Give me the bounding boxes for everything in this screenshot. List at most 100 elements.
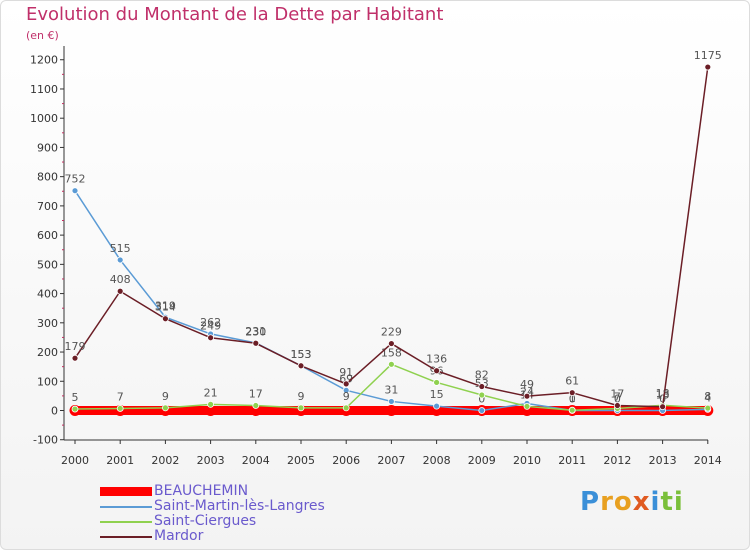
proxiti-logo: Proxiti bbox=[580, 487, 684, 517]
data-point bbox=[387, 360, 395, 368]
data-label: 18 bbox=[656, 387, 670, 400]
y-tick-label: 1200 bbox=[30, 54, 58, 67]
x-tick-label: 2012 bbox=[603, 454, 631, 467]
data-label: 158 bbox=[381, 346, 402, 359]
x-tick-label: 2014 bbox=[694, 454, 722, 467]
data-label: 231 bbox=[245, 325, 266, 338]
data-point bbox=[205, 405, 217, 416]
y-tick-label: 800 bbox=[37, 171, 58, 184]
data-label: 7 bbox=[614, 390, 621, 403]
data-point bbox=[250, 405, 262, 416]
x-tick-label: 2011 bbox=[558, 454, 586, 467]
data-label: 230 bbox=[245, 325, 266, 338]
y-tick-label: 300 bbox=[37, 317, 58, 330]
data-point bbox=[71, 187, 79, 195]
data-label: 249 bbox=[200, 320, 221, 333]
data-point bbox=[161, 315, 169, 323]
data-point bbox=[342, 404, 350, 412]
data-point bbox=[252, 402, 260, 409]
data-point bbox=[342, 380, 350, 388]
data-label: 61 bbox=[565, 375, 579, 388]
data-label: 7 bbox=[117, 390, 124, 403]
logo-letter: i bbox=[650, 487, 661, 517]
x-tick-label: 2004 bbox=[242, 454, 270, 467]
data-label: 17 bbox=[249, 388, 263, 401]
legend-item-beauchemin[interactable]: BEAUCHEMIN bbox=[100, 484, 325, 499]
y-tick-label: 100 bbox=[37, 375, 58, 388]
data-point bbox=[387, 398, 395, 405]
data-label: 82 bbox=[475, 369, 489, 382]
legend-swatch-saint-martin bbox=[100, 505, 152, 508]
data-label: 0 bbox=[614, 393, 621, 406]
data-point bbox=[387, 340, 395, 347]
legend-item-saint-martin[interactable]: Saint-Martin-lès-Langres bbox=[100, 499, 325, 514]
x-tick-label: 2010 bbox=[513, 454, 541, 467]
y-tick-label: 200 bbox=[37, 346, 58, 359]
data-point bbox=[116, 287, 124, 295]
data-label: 8 bbox=[704, 390, 711, 403]
data-point bbox=[161, 404, 169, 412]
legend-swatch-saint-ciergues bbox=[100, 520, 152, 523]
data-label: 91 bbox=[339, 366, 353, 379]
data-label: 0 bbox=[659, 393, 666, 406]
logo-letter: i bbox=[673, 487, 684, 517]
x-tick-label: 2000 bbox=[61, 454, 89, 467]
data-label: 4 bbox=[704, 391, 711, 404]
y-tick-label: 1000 bbox=[30, 112, 58, 125]
data-point bbox=[478, 391, 486, 399]
data-label: 136 bbox=[426, 353, 447, 366]
y-tick-label: 900 bbox=[37, 141, 58, 154]
data-point bbox=[297, 404, 305, 412]
data-point bbox=[342, 386, 350, 394]
data-label: 0 bbox=[478, 393, 485, 406]
data-point bbox=[207, 334, 215, 342]
logo-letter: x bbox=[632, 487, 651, 517]
chart-legend: BEAUCHEMIN Saint-Martin-lès-Langres Sain… bbox=[100, 484, 325, 544]
data-label: 314 bbox=[155, 301, 176, 314]
data-label: 49 bbox=[520, 378, 534, 391]
legend-swatch-beauchemin bbox=[100, 487, 152, 496]
x-tick-label: 2005 bbox=[287, 454, 315, 467]
data-point bbox=[433, 379, 441, 386]
data-label: 752 bbox=[65, 173, 86, 186]
data-label: 1175 bbox=[694, 49, 722, 62]
data-point bbox=[568, 389, 576, 397]
data-point bbox=[523, 403, 531, 410]
legend-item-saint-ciergues[interactable]: Saint-Ciergues bbox=[100, 514, 325, 529]
data-label: 179 bbox=[65, 340, 86, 353]
data-label: 21 bbox=[204, 386, 218, 399]
data-label: 31 bbox=[384, 383, 398, 396]
y-tick-label: 1100 bbox=[30, 83, 58, 96]
legend-label-beauchemin: BEAUCHEMIN bbox=[154, 483, 249, 499]
x-tick-label: 2007 bbox=[377, 454, 405, 467]
data-point bbox=[433, 402, 441, 410]
chart-title: Evolution du Montant de la Dette par Hab… bbox=[26, 4, 444, 25]
data-label: 13 bbox=[656, 389, 670, 402]
data-point bbox=[433, 367, 441, 375]
data-label: 17 bbox=[610, 388, 624, 401]
x-tick-label: 2002 bbox=[151, 454, 179, 467]
y-tick-label: -100 bbox=[33, 434, 58, 447]
data-label: 319 bbox=[155, 299, 176, 312]
y-tick-label: 700 bbox=[37, 200, 58, 213]
legend-item-mardor[interactable]: Mardor bbox=[100, 529, 325, 544]
data-point bbox=[385, 405, 397, 416]
x-tick-label: 2009 bbox=[468, 454, 496, 467]
data-point bbox=[252, 339, 260, 347]
data-point bbox=[659, 403, 666, 411]
x-tick-label: 2003 bbox=[197, 454, 225, 467]
data-point bbox=[704, 404, 712, 412]
legend-label-mardor: Mardor bbox=[154, 528, 204, 544]
chart-unit: (en €) bbox=[26, 29, 59, 42]
data-point bbox=[704, 63, 712, 71]
data-label: 0 bbox=[569, 393, 576, 406]
data-point bbox=[568, 406, 576, 414]
data-point bbox=[207, 400, 215, 408]
legend-label-saint-martin: Saint-Martin-lès-Langres bbox=[154, 498, 325, 514]
data-label: 9 bbox=[162, 390, 169, 403]
x-tick-label: 2008 bbox=[423, 454, 451, 467]
x-tick-label: 2001 bbox=[106, 454, 134, 467]
data-point bbox=[478, 407, 486, 414]
data-label: 5 bbox=[72, 391, 79, 404]
